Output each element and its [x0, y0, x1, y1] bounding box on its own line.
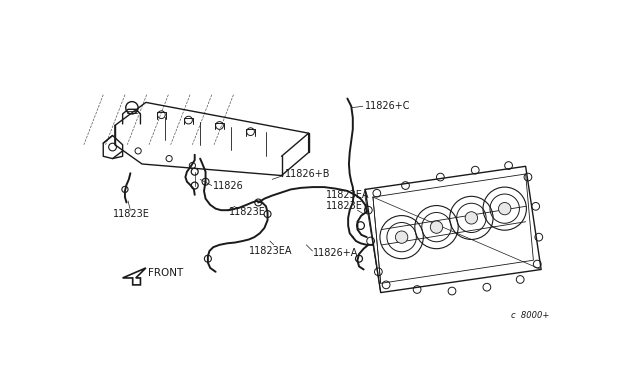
Circle shape — [396, 231, 408, 243]
Circle shape — [430, 221, 443, 233]
Text: 11823EA: 11823EA — [326, 190, 370, 200]
Circle shape — [465, 212, 477, 224]
Text: c  8000+: c 8000+ — [511, 311, 549, 320]
Text: FRONT: FRONT — [148, 267, 184, 278]
Text: 11826: 11826 — [213, 180, 244, 190]
Text: 11826+A: 11826+A — [312, 247, 358, 257]
Text: 11826+C: 11826+C — [365, 101, 411, 111]
Circle shape — [499, 202, 511, 215]
Text: 11823E: 11823E — [326, 201, 364, 211]
Text: 11826+B: 11826+B — [285, 169, 330, 179]
Text: 11823E: 11823E — [229, 207, 266, 217]
Text: 11823E: 11823E — [113, 209, 149, 219]
Text: 11823EA: 11823EA — [249, 246, 292, 256]
